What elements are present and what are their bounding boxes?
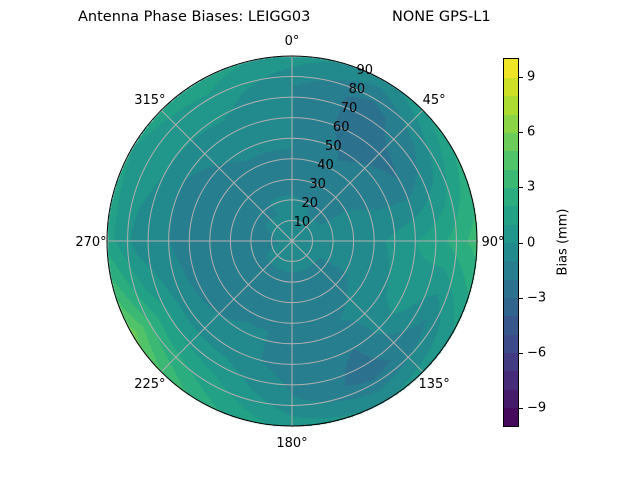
colorbar-band	[504, 315, 518, 335]
colorbar-band	[504, 370, 518, 390]
colorbar-tick-label: 0	[527, 235, 536, 250]
colorbar-band	[504, 279, 518, 299]
colorbar-band	[504, 77, 518, 97]
colorbar-tick-label: −3	[527, 290, 547, 306]
chart-title-signal: NONE GPS-L1	[392, 9, 491, 25]
colorbar-band	[504, 260, 518, 280]
colorbar-band	[504, 187, 518, 207]
colorbar-tick	[519, 77, 523, 79]
colorbar-tick-label: −9	[527, 400, 547, 416]
polar-frame	[106, 55, 478, 427]
colorbar-band	[504, 59, 518, 78]
colorbar-tick	[519, 187, 523, 189]
radial-tick-label: 30	[309, 177, 326, 192]
angular-tick-label: 90°	[481, 235, 504, 250]
colorbar-tick	[519, 132, 523, 134]
radial-tick-label: 50	[325, 139, 342, 154]
colorbar-tick	[519, 407, 523, 409]
radial-tick-label: 80	[349, 82, 366, 97]
angular-tick-label: 180°	[276, 436, 307, 451]
colorbar-band	[504, 334, 518, 354]
angular-tick-label: 225°	[134, 377, 165, 392]
radial-tick-label: 20	[301, 196, 318, 211]
radial-tick-label: 60	[333, 120, 350, 135]
colorbar-band	[504, 150, 518, 170]
colorbar-tick-label: 3	[527, 179, 536, 195]
angular-tick-label: 315°	[134, 93, 165, 108]
colorbar-band	[504, 224, 518, 243]
angular-gridline	[160, 109, 424, 373]
colorbar-tick	[519, 297, 523, 299]
angular-tick-label: 45°	[423, 93, 446, 108]
angular-tick-label: 270°	[75, 235, 106, 250]
colorbar-band	[504, 114, 518, 133]
angular-tick-label: 135°	[418, 377, 449, 392]
angular-tick-label: 0°	[285, 34, 300, 49]
colorbar-band	[504, 297, 518, 317]
radial-tick-label: 10	[294, 215, 311, 230]
colorbar-label: Bias (mm)	[555, 208, 571, 276]
colorbar-band	[504, 95, 518, 115]
colorbar-band	[504, 205, 518, 225]
colorbar-band	[504, 352, 518, 372]
chart-title: Antenna Phase Biases: LEIGG03	[78, 9, 311, 25]
colorbar-band	[504, 389, 518, 409]
colorbar-tick-label: −6	[527, 345, 547, 361]
radial-tick-label: 40	[317, 158, 334, 173]
colorbar-band	[504, 132, 518, 152]
colorbar-tick-label: 6	[527, 124, 536, 140]
colorbar-tick-label: 9	[527, 69, 536, 85]
radial-tick-label: 70	[341, 101, 358, 116]
colorbar	[503, 58, 519, 427]
colorbar-band	[504, 169, 518, 188]
colorbar-tick	[519, 242, 523, 244]
colorbar-tick	[519, 352, 523, 354]
colorbar-band	[504, 242, 518, 262]
colorbar-band	[504, 407, 518, 427]
